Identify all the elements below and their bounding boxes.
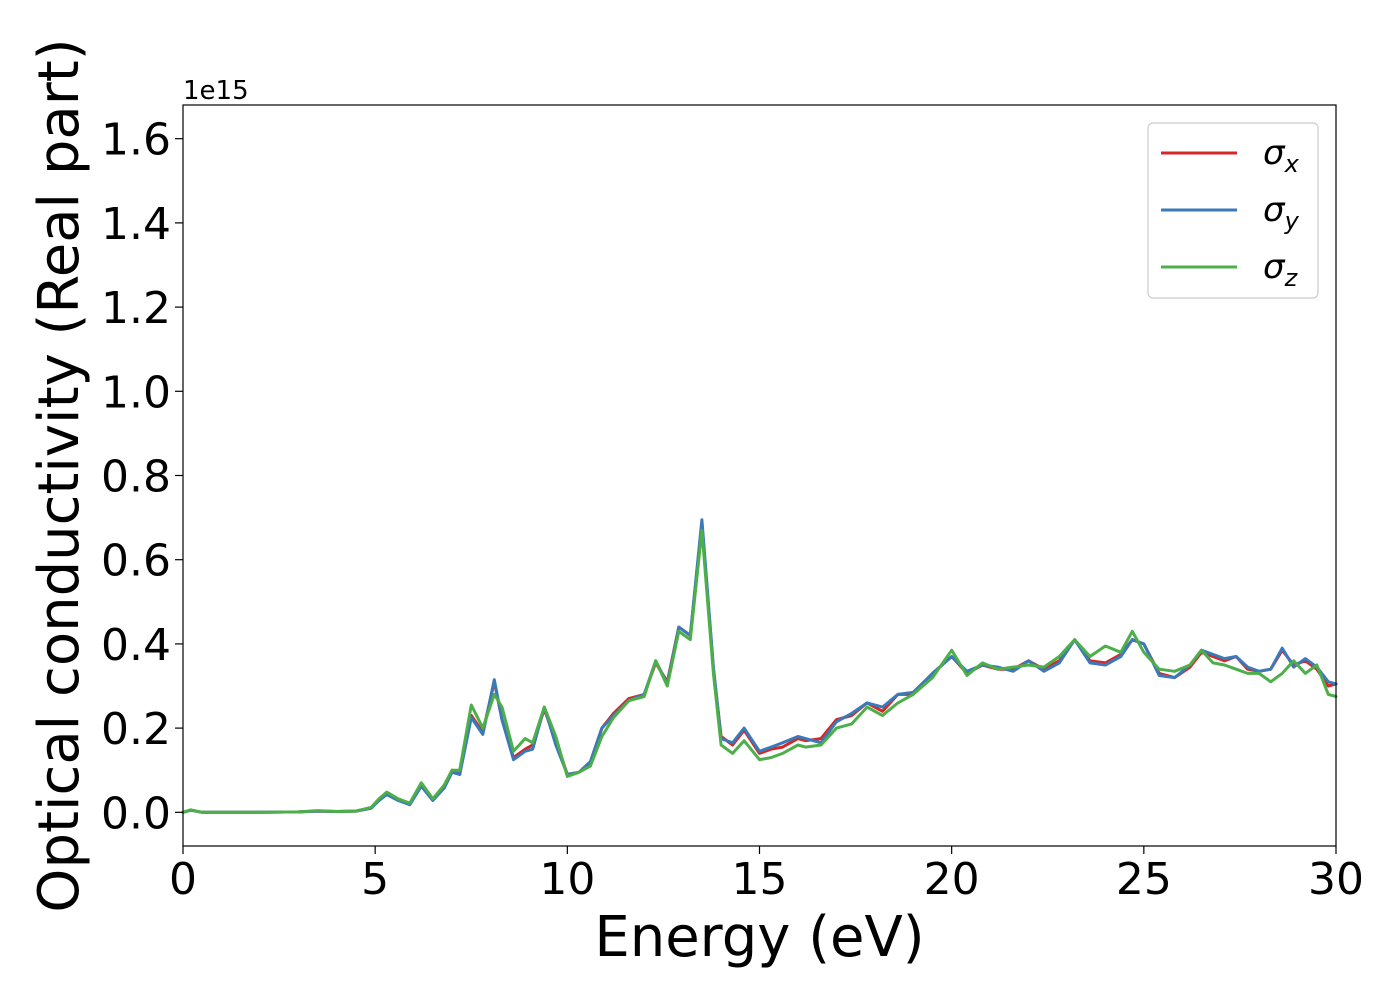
offset-label: 1e15 — [183, 76, 249, 106]
y-tick-label: 1.0 — [101, 367, 171, 418]
series-layer — [181, 518, 1338, 814]
series-line-y — [181, 518, 1338, 814]
x-axis-label: Energy (eV) — [594, 905, 924, 970]
x-tick-label: 20 — [924, 854, 980, 905]
x-tick-label: 5 — [361, 854, 389, 905]
series-line-x — [181, 522, 1338, 814]
x-tick-label: 10 — [539, 854, 595, 905]
y-tick-label: 0.2 — [101, 704, 171, 755]
legend-label: σy — [1263, 190, 1300, 235]
y-tick-label: 1.6 — [101, 115, 171, 166]
x-tick-label: 30 — [1308, 854, 1364, 905]
y-tick-label: 0.8 — [101, 452, 171, 503]
y-tick-label: 1.2 — [101, 283, 171, 334]
y-tick-label: 0.4 — [101, 620, 171, 671]
y-tick-label: 0.0 — [101, 788, 171, 839]
y-axis-label: Optical conductivity (Real part) — [27, 38, 92, 912]
legend-label: σx — [1263, 133, 1300, 178]
x-tick-label: 25 — [1116, 854, 1172, 905]
y-tick-label: 1.4 — [101, 199, 171, 250]
x-tick-label: 15 — [732, 854, 788, 905]
y-tick-label: 0.6 — [101, 536, 171, 587]
legend-label: σz — [1263, 247, 1299, 292]
x-tick-label: 0 — [169, 854, 197, 905]
legend: σx σy σz — [1147, 122, 1319, 299]
series-line-z — [181, 528, 1338, 814]
ticks-layer: 0 5 10 15 20 25 30 0.0 0.2 0.4 0.6 0.8 1.0 1.2 1.4 1.6 — [101, 115, 1364, 905]
